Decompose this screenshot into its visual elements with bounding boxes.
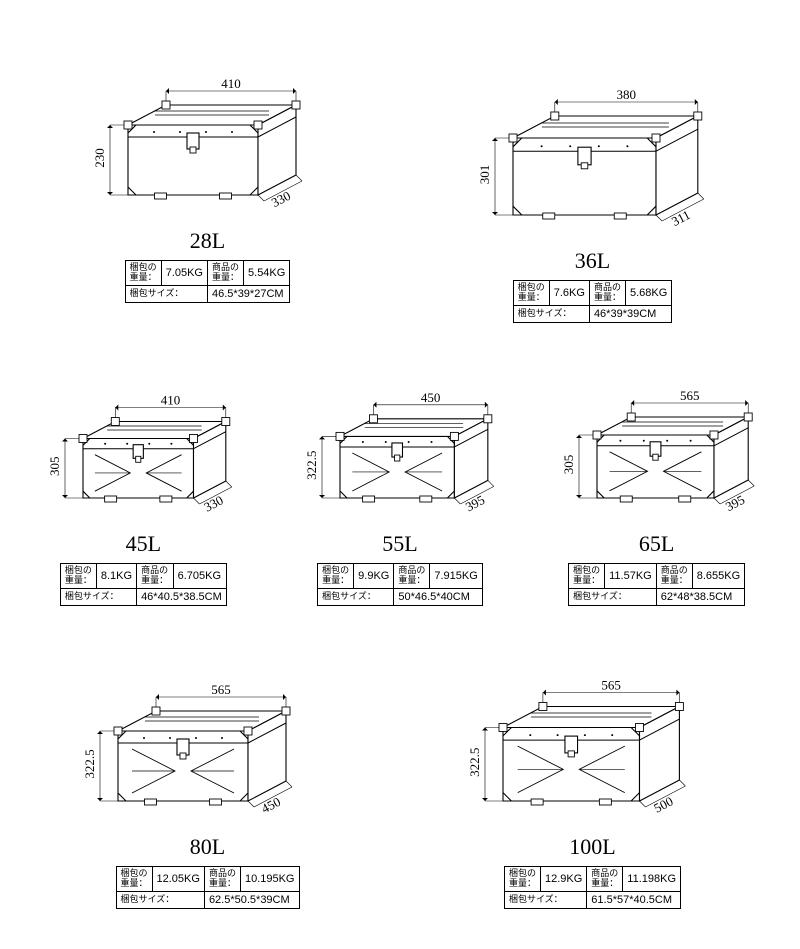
product-spec-sheet: 410 230 330 28L 梱包の重量： 7.05KG 商品の重量： 5.54K… bbox=[20, 20, 780, 909]
capacity-label: 55L bbox=[382, 531, 417, 557]
product-weight-label: 商品の重量： bbox=[137, 563, 174, 588]
product-weight-label: 商品の重量： bbox=[589, 281, 625, 306]
capacity-label: 36L bbox=[575, 248, 610, 274]
svg-text:305: 305 bbox=[561, 455, 576, 475]
svg-text:410: 410 bbox=[161, 392, 181, 407]
product-weight-value: 7.915KG bbox=[430, 563, 482, 588]
spec-row: 565 322.5 450 80L 梱包の重量： 12.05KG 商品の重量： 10… bbox=[20, 626, 780, 909]
svg-text:410: 410 bbox=[221, 76, 241, 91]
svg-text:322.5: 322.5 bbox=[467, 747, 482, 776]
spec-table: 梱包の重量： 11.57KG 商品の重量： 8.655KG 梱包サイズ： 62*… bbox=[568, 563, 745, 606]
packing-weight-value: 7.6KG bbox=[549, 281, 589, 306]
box-diagram: 380 301 311 bbox=[463, 20, 723, 240]
spec-table: 梱包の重量： 7.05KG 商品の重量： 5.54KG 梱包サイズ： 46.5*… bbox=[125, 260, 291, 303]
box-spec-item: 565 305 395 65L 梱包の重量： 11.57KG 商品の重量： 8.65… bbox=[547, 343, 767, 606]
svg-text:395: 395 bbox=[463, 492, 487, 514]
capacity-label: 100L bbox=[569, 834, 615, 860]
box-spec-item: 410 305 330 45L 梱包の重量： 8.1KG 商品の重量： 6.705K… bbox=[33, 343, 253, 606]
spec-table: 梱包の重量： 12.05KG 商品の重量： 10.195KG 梱包サイズ： 62… bbox=[116, 866, 300, 909]
packing-weight-value: 12.9KG bbox=[540, 866, 586, 891]
packing-size-value: 46*40.5*38.5CM bbox=[137, 588, 227, 605]
svg-text:230: 230 bbox=[92, 148, 107, 168]
box-spec-item: 380 301 311 36L 梱包の重量： 7.6KG 商品の重量： 5.68KG… bbox=[463, 20, 723, 323]
packing-size-value: 50*46.5*40CM bbox=[394, 588, 482, 605]
svg-text:330: 330 bbox=[268, 188, 292, 210]
svg-text:380: 380 bbox=[616, 87, 636, 102]
packing-size-value: 46*39*39CM bbox=[589, 305, 671, 322]
svg-text:301: 301 bbox=[477, 165, 492, 185]
packing-weight-label: 梱包の重量： bbox=[60, 563, 96, 588]
svg-text:500: 500 bbox=[651, 793, 675, 815]
capacity-label: 28L bbox=[190, 228, 225, 254]
packing-size-label: 梱包サイズ： bbox=[60, 588, 136, 605]
capacity-label: 80L bbox=[190, 834, 225, 860]
svg-text:565: 565 bbox=[680, 388, 700, 403]
packing-weight-label: 梱包の重量： bbox=[318, 563, 354, 588]
packing-size-value: 62*48*38.5CM bbox=[656, 588, 744, 605]
product-weight-value: 10.195KG bbox=[240, 866, 299, 891]
packing-weight-value: 12.05KG bbox=[152, 866, 204, 891]
product-weight-label: 商品の重量： bbox=[204, 866, 240, 891]
product-weight-value: 6.705KG bbox=[173, 563, 226, 588]
product-weight-label: 商品の重量： bbox=[394, 563, 430, 588]
svg-text:305: 305 bbox=[47, 456, 62, 476]
packing-weight-value: 8.1KG bbox=[96, 563, 136, 588]
box-diagram: 410 230 330 bbox=[78, 20, 338, 220]
spec-table: 梱包の重量： 9.9KG 商品の重量： 7.915KG 梱包サイズ： 50*46… bbox=[317, 563, 483, 606]
svg-text:450: 450 bbox=[421, 390, 441, 405]
packing-weight-label: 梱包の重量： bbox=[569, 563, 605, 588]
packing-weight-value: 7.05KG bbox=[161, 261, 207, 286]
product-weight-value: 11.198KG bbox=[623, 866, 681, 891]
box-spec-item: 410 230 330 28L 梱包の重量： 7.05KG 商品の重量： 5.54K… bbox=[78, 20, 338, 323]
box-spec-item: 565 322.5 450 80L 梱包の重量： 12.05KG 商品の重量： 10… bbox=[68, 626, 348, 909]
box-diagram: 565 322.5 450 bbox=[68, 626, 348, 826]
product-weight-value: 5.68KG bbox=[625, 281, 671, 306]
packing-size-label: 梱包サイズ： bbox=[513, 305, 589, 322]
svg-text:322.5: 322.5 bbox=[82, 749, 97, 778]
product-weight-label: 商品の重量： bbox=[587, 866, 623, 891]
capacity-label: 45L bbox=[126, 531, 161, 557]
box-diagram: 450 322.5 395 bbox=[290, 343, 510, 523]
spec-table: 梱包の重量： 12.9KG 商品の重量： 11.198KG 梱包サイズ： 61.… bbox=[504, 866, 681, 909]
svg-text:395: 395 bbox=[723, 492, 747, 514]
svg-text:565: 565 bbox=[211, 682, 231, 697]
box-diagram: 565 305 395 bbox=[547, 343, 767, 523]
product-weight-label: 商品の重量： bbox=[208, 261, 244, 286]
spec-table: 梱包の重量： 7.6KG 商品の重量： 5.68KG 梱包サイズ： 46*39*… bbox=[513, 280, 673, 323]
svg-text:565: 565 bbox=[601, 677, 621, 692]
packing-weight-label: 梱包の重量： bbox=[116, 866, 152, 891]
svg-text:450: 450 bbox=[258, 794, 282, 816]
packing-size-value: 46.5*39*27CM bbox=[208, 285, 290, 302]
packing-size-label: 梱包サイズ： bbox=[569, 588, 657, 605]
product-weight-value: 8.655KG bbox=[692, 563, 744, 588]
packing-weight-value: 11.57KG bbox=[605, 563, 657, 588]
packing-size-label: 梱包サイズ： bbox=[125, 285, 207, 302]
spec-table: 梱包の重量： 8.1KG 商品の重量： 6.705KG 梱包サイズ： 46*40… bbox=[60, 563, 227, 606]
svg-text:311: 311 bbox=[668, 207, 692, 229]
product-weight-label: 商品の重量： bbox=[656, 563, 692, 588]
capacity-label: 65L bbox=[639, 531, 674, 557]
spec-row: 410 305 330 45L 梱包の重量： 8.1KG 商品の重量： 6.705K… bbox=[20, 343, 780, 606]
box-diagram: 565 322.5 500 bbox=[453, 626, 733, 826]
box-spec-item: 450 322.5 395 55L 梱包の重量： 9.9KG 商品の重量： 7.91… bbox=[290, 343, 510, 606]
packing-weight-value: 9.9KG bbox=[354, 563, 394, 588]
svg-text:330: 330 bbox=[202, 492, 226, 514]
packing-size-label: 梱包サイズ： bbox=[318, 588, 394, 605]
packing-weight-label: 梱包の重量： bbox=[125, 261, 161, 286]
spec-row: 410 230 330 28L 梱包の重量： 7.05KG 商品の重量： 5.54K… bbox=[20, 20, 780, 323]
svg-text:322.5: 322.5 bbox=[304, 450, 319, 479]
box-spec-item: 565 322.5 500 100L 梱包の重量： 12.9KG 商品の重量： 11… bbox=[453, 626, 733, 909]
box-diagram: 410 305 330 bbox=[33, 343, 253, 523]
product-weight-value: 5.54KG bbox=[244, 261, 290, 286]
packing-weight-label: 梱包の重量： bbox=[504, 866, 540, 891]
packing-weight-label: 梱包の重量： bbox=[513, 281, 549, 306]
